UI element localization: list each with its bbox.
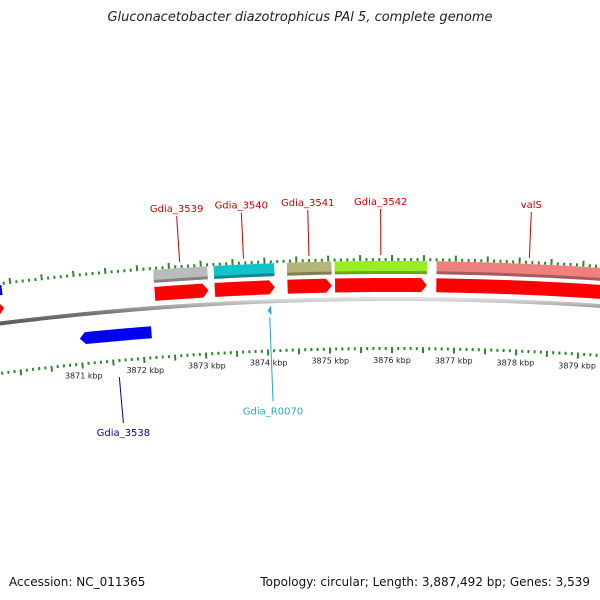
label-line-gdia-3539 [176, 216, 181, 263]
feature-gdia-3539 [153, 266, 208, 280]
label-line-gdia-3538 [118, 377, 124, 423]
feature-gdia-3542 [334, 261, 428, 272]
outer-tick [103, 267, 107, 274]
cds-arrow-gdia-3541 [287, 278, 332, 294]
gene-label-gdia-3539: Gdia_3539 [150, 204, 203, 215]
tick-label: 3875 kbp [311, 357, 349, 366]
tick-label: 3876 kbp [373, 356, 411, 365]
inner-tick [112, 359, 115, 366]
feature-layer [0, 261, 600, 345]
tick-label: 3873 kbp [188, 362, 226, 371]
gene-label-gdia-3540: Gdia_3540 [215, 201, 268, 212]
accession-text: Accession: NC_011365 [9, 575, 146, 589]
cds-arrow-gdia-3542 [334, 278, 427, 293]
genome-backbone [0, 297, 600, 326]
rna-gdia-r0070 [267, 305, 272, 316]
tick-label: 3874 kbp [250, 359, 288, 368]
cds-arrow-gdia-3539 [154, 283, 209, 301]
cds-arrow-vals [436, 278, 600, 299]
feature-vals [436, 261, 600, 278]
gene-label-gdia-3538: Gdia_3538 [97, 428, 150, 439]
outer-tick [72, 270, 75, 278]
cds-arrow-offscreen [0, 304, 5, 315]
gene-label-gdia-r0070: Gdia_R0070 [243, 406, 303, 417]
label-line-gdia-r0070 [269, 317, 274, 402]
gene-label-vals: valS [521, 200, 542, 211]
feature-gdia-3538 [79, 326, 152, 345]
label-line-gdia-3541 [307, 210, 310, 257]
outer-tick [8, 277, 12, 285]
gene-label-gdia-3542: Gdia_3542 [354, 197, 407, 208]
backbone-layer [0, 297, 600, 326]
tick-label: 3877 kbp [435, 357, 473, 366]
label-layer: Gdia_3538 Gdia_3539 Gdia_3540 Gdia_3541 Gdia… [97, 197, 542, 439]
feature-gdia-3541 [286, 261, 332, 273]
feature-gdia-3540 [213, 263, 275, 276]
feature-offscreen [0, 285, 3, 296]
outer-tick [40, 274, 43, 281]
gene-label-gdia-3541: Gdia_3541 [281, 198, 334, 209]
label-line-vals [528, 211, 532, 258]
tick-layer: 3871 kbp 3872 kbp 3873 kbp 3874 kbp 3875 kbp… [1, 255, 598, 380]
inner-tick [50, 365, 54, 372]
tick-label: 3871 kbp [65, 371, 103, 380]
inner-tick [19, 369, 23, 376]
tick-label: 3872 kbp [126, 366, 164, 375]
tick-label: 3878 kbp [497, 359, 535, 368]
genome-stats-text: Topology: circular; Length: 3,887,492 bp… [260, 575, 590, 589]
label-line-gdia-3540 [240, 212, 244, 259]
map-title: Gluconacetobacter diazotrophicus PAl 5, … [107, 10, 493, 25]
cds-arrow-gdia-3540 [214, 280, 275, 297]
tick-label: 3879 kbp [558, 362, 596, 371]
inner-tick [81, 362, 84, 369]
